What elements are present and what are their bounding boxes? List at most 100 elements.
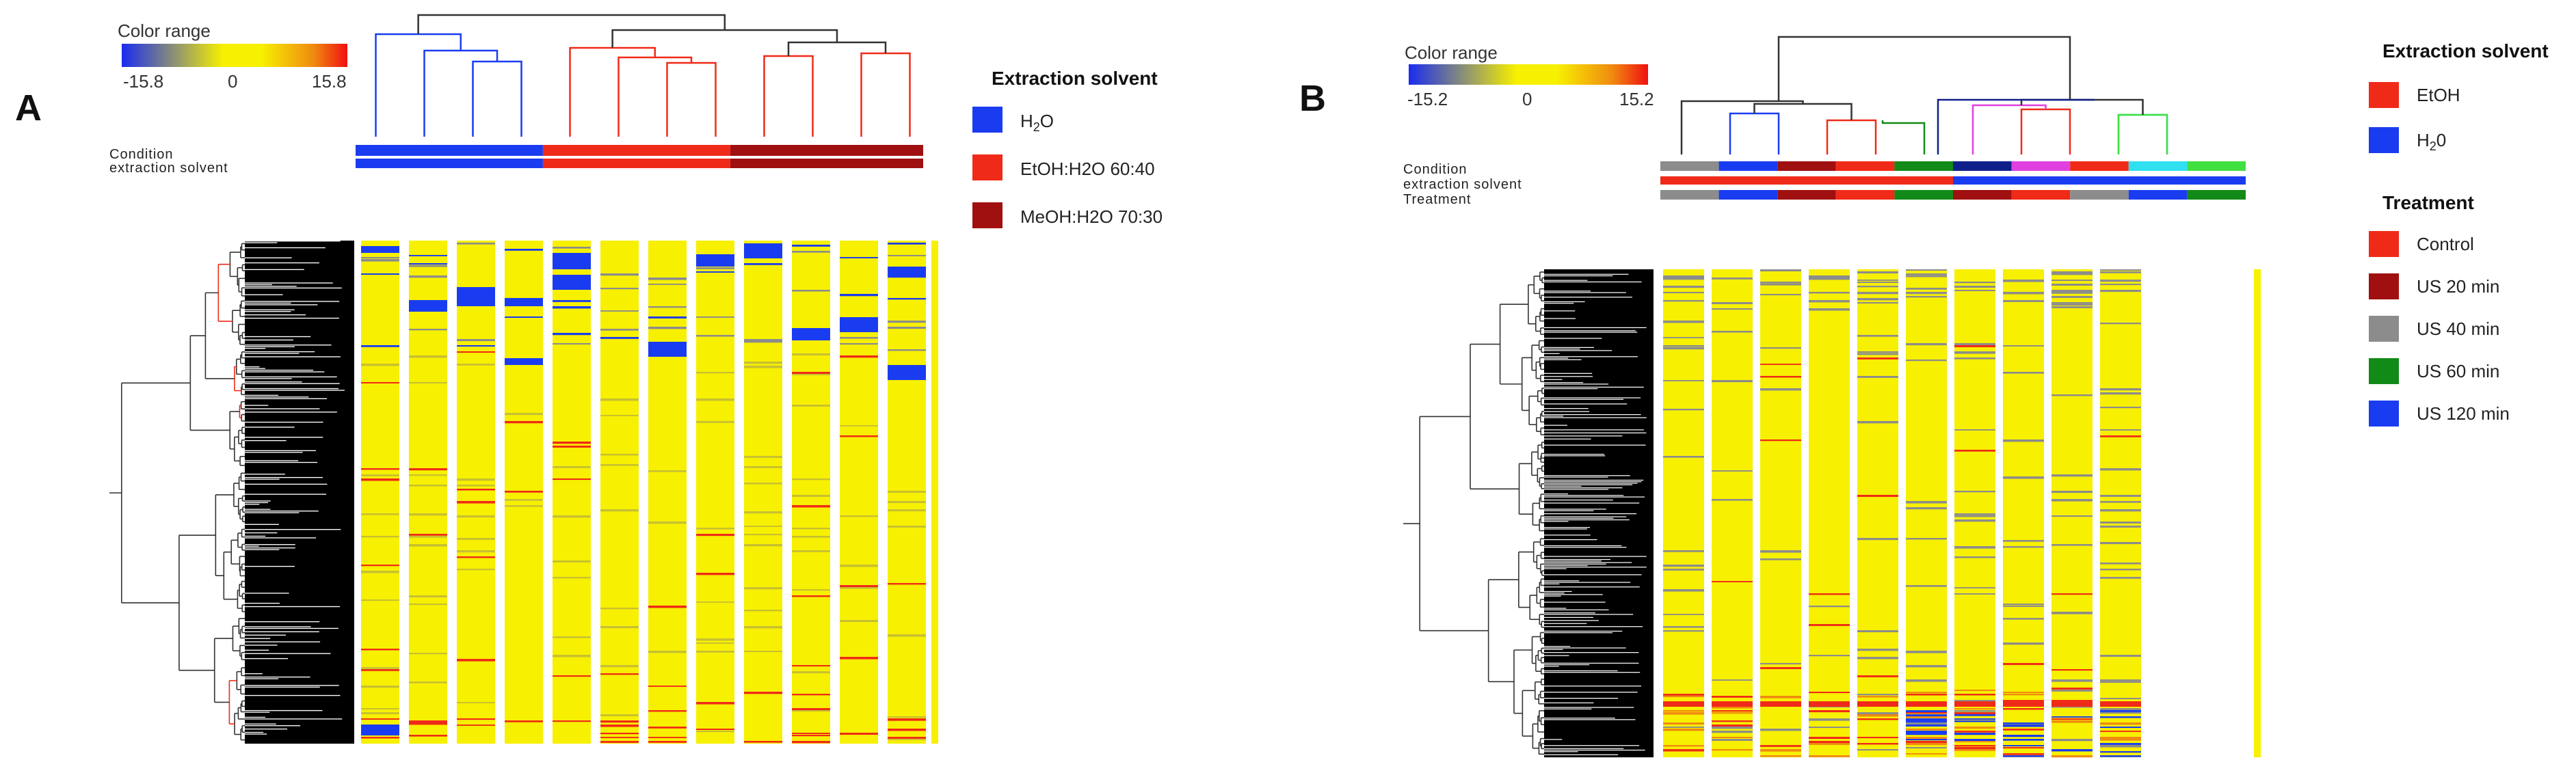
heat-b-cell <box>1857 351 1898 353</box>
heat-b-cell <box>2100 751 2141 753</box>
heat-b-cell <box>1954 714 1995 716</box>
heat-b-cell <box>2051 273 2093 275</box>
heat-b-cell <box>1809 701 1850 707</box>
heat-b-column <box>1663 269 1704 757</box>
rowdendro-b-leaf-gap <box>1544 479 1644 481</box>
legend-swatch-us120 <box>2369 401 2399 427</box>
rowdendro-a-leaf-gap <box>245 718 343 720</box>
heat-b-cell <box>1712 727 1753 729</box>
rowdendro-a-leaf-gap <box>245 658 289 660</box>
heat-b-cell <box>2003 606 2044 608</box>
heat-a-cell <box>553 720 591 722</box>
heat-b-cell <box>2003 739 2044 741</box>
heat-a-cell <box>457 718 495 720</box>
heat-b-cell <box>1712 712 1753 714</box>
heat-b-cell <box>1663 286 1704 288</box>
heat-b-cell <box>2051 669 2093 671</box>
heat-a-column <box>409 241 447 744</box>
heat-b-cell <box>2100 737 2141 740</box>
heat-a-column <box>648 241 687 744</box>
heat-a-cell <box>409 595 447 597</box>
rowdendro-a-leaf-gap <box>245 383 340 384</box>
heat-a-cell <box>409 534 447 536</box>
rowdendro-b-leaf-gap <box>1544 649 1563 650</box>
heat-b-cell <box>1906 720 1947 723</box>
heat-b-cell <box>2003 663 2044 665</box>
heat-a-cell <box>840 620 878 623</box>
rowdendro-b-leaf-gap <box>1544 435 1623 437</box>
heat-b-cell <box>1857 298 1898 301</box>
cond-b-treatment <box>2128 190 2188 200</box>
heat-b-cell <box>1906 692 1947 694</box>
heat-b-cell <box>1906 296 1947 298</box>
rowdendro-b-leaf-gap <box>1544 623 1587 624</box>
heat-b-cell <box>1760 550 1801 553</box>
heat-b-cell <box>1954 282 1995 284</box>
heat-b-cell <box>2100 323 2141 325</box>
heat-b-cell <box>1712 308 1753 310</box>
rowdendro-a-leaf-gap <box>245 634 286 636</box>
heat-b-cell <box>1809 743 1850 745</box>
heat-a-cell <box>600 608 639 610</box>
panel-b-range-max: 15.2 <box>1619 89 1654 109</box>
heat-a-cell <box>361 257 399 259</box>
heat-a-cell <box>696 642 734 644</box>
heat-b-cell <box>2051 749 2093 752</box>
rowdendro-b-leaf-gap <box>1544 646 1571 647</box>
rowdendro-a-leaf-gap <box>245 311 291 312</box>
rowdendro-a-leaf-gap <box>245 304 318 306</box>
heat-b-cell <box>2003 280 2044 282</box>
heat-a-cell <box>648 522 687 524</box>
heat-a-cell <box>457 515 495 518</box>
heat-b-cell <box>2100 712 2141 714</box>
heat-a-cell <box>553 446 591 448</box>
heat-b-column <box>1760 269 1801 757</box>
heat-b-cell <box>1857 701 1898 707</box>
heat-b-cell <box>1954 290 1995 292</box>
rowdendro-b-leaf-gap <box>1544 528 1587 530</box>
rowdendro-b-leaf-gap <box>1544 617 1593 618</box>
heat-b-cell <box>1954 745 1995 747</box>
rowdendro-a-leaf-gap <box>245 524 279 525</box>
heat-a-column <box>457 241 495 744</box>
heat-b-cell <box>1906 538 1947 540</box>
heat-a-cell <box>696 534 734 537</box>
heat-b-cell <box>1760 749 1801 752</box>
heat-b-cell <box>1712 706 1753 709</box>
dendro-a-link <box>569 46 656 137</box>
heat-a-cell <box>553 515 591 518</box>
heat-a-cell <box>888 255 926 256</box>
heat-a-cell <box>744 456 782 458</box>
heat-b-cell <box>1760 364 1801 365</box>
heat-a-cell <box>840 343 878 345</box>
heat-a-cell <box>409 544 447 547</box>
heat-b-cell <box>1954 708 1995 710</box>
rowdendro-b-leaf-gap <box>1544 558 1610 560</box>
rowdendro-b-leaf-gap <box>1544 517 1614 519</box>
heat-b-column <box>1712 269 1753 757</box>
heat-b-cell <box>1906 343 1947 346</box>
heat-b-cell <box>1809 300 1850 303</box>
heat-a-cell <box>457 702 495 703</box>
heat-b-cell <box>1712 737 1753 739</box>
panel-a-condition-bars <box>356 145 923 168</box>
rowdendro-b-leaf-gap <box>1544 502 1640 504</box>
heat-a-cell <box>600 626 639 629</box>
heat-b-cell <box>1712 749 1753 751</box>
heat-a-cell <box>792 741 830 744</box>
heat-a-cell <box>361 565 399 567</box>
rowdendro-b-leaf-gap <box>1544 476 1608 478</box>
heat-b-cell <box>2100 501 2141 503</box>
heat-a-cell <box>505 298 543 306</box>
heat-a-cell <box>409 255 447 256</box>
heat-a-cell <box>792 589 830 591</box>
heat-b-cell <box>1906 292 1947 295</box>
heat-b-cell <box>2003 300 2044 302</box>
heat-a-cell <box>553 343 591 345</box>
legend-swatch-meoh-h2o <box>972 202 1002 228</box>
rowdendro-a-leaf-gap <box>245 686 320 688</box>
rowdendro-a-leaf-gap <box>245 733 267 735</box>
heat-b-cell <box>1663 300 1704 302</box>
heat-b-cell <box>2051 292 2093 294</box>
heat-a-cell <box>457 243 495 245</box>
